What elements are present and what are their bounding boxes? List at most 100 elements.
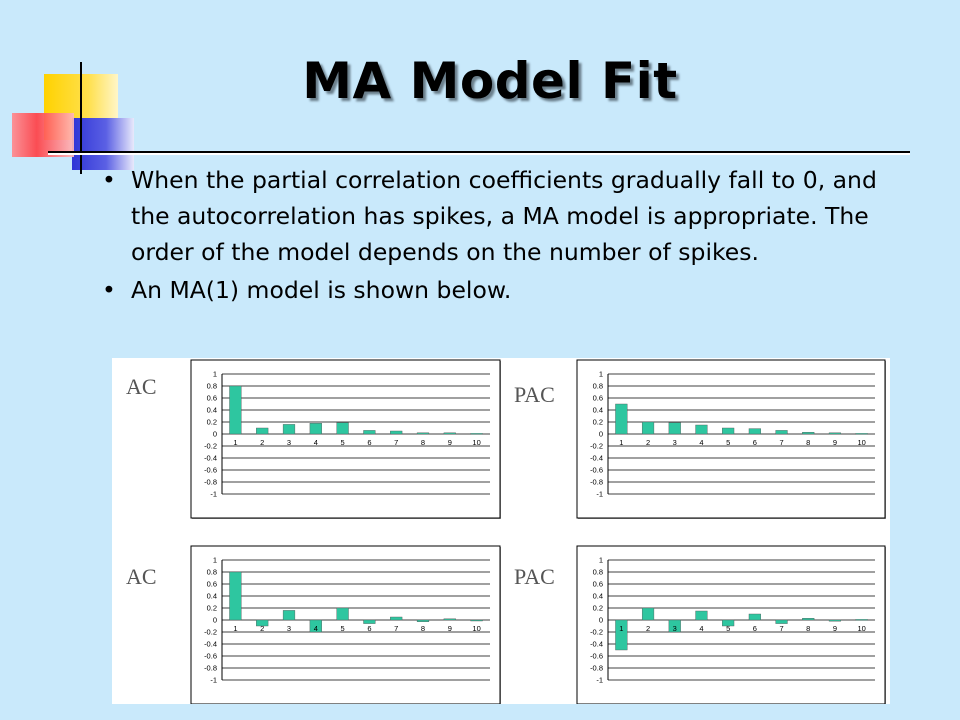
y-tick-label: -0.6	[204, 652, 217, 661]
bar	[615, 403, 628, 435]
chart-title: PAC	[514, 564, 555, 589]
y-tick-label: -0.2	[590, 442, 603, 451]
bar	[641, 607, 655, 621]
bar	[390, 430, 403, 435]
y-tick-label: -1	[596, 676, 603, 685]
bar	[470, 619, 483, 622]
x-tick-label: 5	[341, 438, 345, 447]
y-tick-label: 0	[213, 616, 217, 625]
x-tick-label: 7	[779, 438, 783, 447]
x-tick-label: 10	[472, 438, 480, 447]
bar	[256, 427, 269, 435]
y-tick-label: -0.4	[204, 640, 217, 649]
bar	[390, 616, 403, 621]
x-tick-label: 10	[857, 624, 865, 633]
x-tick-label: 3	[673, 624, 677, 633]
bar	[282, 424, 296, 435]
x-tick-label: 6	[367, 438, 371, 447]
y-tick-label: 1	[213, 370, 217, 379]
bar	[282, 610, 296, 621]
bar	[470, 433, 483, 435]
bar	[416, 619, 430, 622]
x-tick-label: 6	[753, 438, 757, 447]
x-tick-label: 9	[448, 624, 452, 633]
bar	[775, 619, 788, 624]
bar	[416, 432, 430, 435]
x-tick-label: 4	[314, 624, 318, 633]
bar	[828, 432, 842, 435]
y-tick-label: 0.2	[593, 418, 603, 427]
x-tick-label: 4	[699, 438, 703, 447]
y-tick-label: -0.2	[590, 628, 603, 637]
bullet-dot-icon: •	[102, 166, 116, 194]
bullet-item: • An MA(1) model is shown below.	[102, 272, 902, 308]
x-tick-label: 1	[233, 624, 237, 633]
x-tick-label: 7	[394, 624, 398, 633]
chart-title: AC	[126, 374, 157, 399]
x-tick-label: 1	[233, 438, 237, 447]
y-tick-label: 0	[599, 616, 603, 625]
y-tick-label: 0.6	[207, 394, 217, 403]
y-tick-label: -0.8	[204, 478, 217, 487]
title-underline-highlight	[48, 153, 910, 155]
bar	[443, 432, 456, 435]
chart-title: AC	[126, 564, 157, 589]
bar	[615, 619, 628, 651]
x-tick-label: 7	[779, 624, 783, 633]
bar	[641, 421, 655, 435]
bar	[855, 619, 868, 621]
x-tick-label: 3	[287, 624, 291, 633]
x-tick-label: 10	[857, 438, 865, 447]
x-tick-label: 4	[314, 438, 318, 447]
y-tick-label: -1	[210, 676, 217, 685]
y-tick-label: 0.2	[207, 418, 217, 427]
y-tick-label: -1	[596, 490, 603, 499]
bar	[828, 619, 842, 622]
bar	[256, 619, 269, 627]
y-tick-label: 0.4	[207, 592, 217, 601]
x-tick-label: 6	[753, 624, 757, 633]
y-tick-label: -0.6	[590, 652, 603, 661]
deco-blue-square	[72, 118, 134, 170]
bar	[309, 422, 322, 435]
y-tick-label: 1	[213, 556, 217, 565]
slide-title: MA Model Fit	[302, 52, 678, 110]
x-tick-label: 5	[726, 624, 730, 633]
x-tick-label: 9	[833, 624, 837, 633]
bar	[802, 618, 815, 621]
y-tick-label: 0.2	[207, 604, 217, 613]
y-tick-label: -0.8	[204, 664, 217, 673]
bullet-text: When the partial correlation coefficient…	[131, 166, 877, 266]
y-tick-label: -0.4	[590, 640, 603, 649]
y-tick-label: 0.6	[207, 580, 217, 589]
y-tick-label: 0	[599, 430, 603, 439]
y-tick-label: 1	[599, 556, 603, 565]
y-tick-label: -0.2	[204, 442, 217, 451]
x-tick-label: 4	[699, 624, 703, 633]
y-tick-label: 0.4	[207, 406, 217, 415]
bar	[668, 619, 681, 633]
y-tick-label: -0.4	[204, 454, 217, 463]
bar	[229, 385, 242, 435]
bar	[748, 613, 761, 621]
x-tick-label: 1	[619, 438, 623, 447]
bar	[336, 607, 349, 621]
x-tick-label: 7	[394, 438, 398, 447]
y-tick-label: 0.8	[207, 382, 217, 391]
x-tick-label: 1	[619, 624, 623, 633]
y-tick-label: -0.4	[590, 454, 603, 463]
y-tick-label: 1	[599, 370, 603, 379]
y-tick-label: 0.4	[593, 406, 603, 415]
bullet-list: • When the partial correlation coefficie…	[102, 162, 902, 310]
x-tick-label: 6	[367, 624, 371, 633]
bar	[695, 424, 708, 435]
x-tick-label: 3	[673, 438, 677, 447]
bullet-dot-icon: •	[102, 276, 116, 304]
bar	[775, 430, 788, 435]
bar	[363, 619, 376, 624]
x-tick-label: 2	[646, 438, 650, 447]
y-tick-label: -0.6	[204, 466, 217, 475]
x-tick-label: 8	[421, 438, 425, 447]
x-tick-label: 9	[448, 438, 452, 447]
x-tick-label: 3	[287, 438, 291, 447]
